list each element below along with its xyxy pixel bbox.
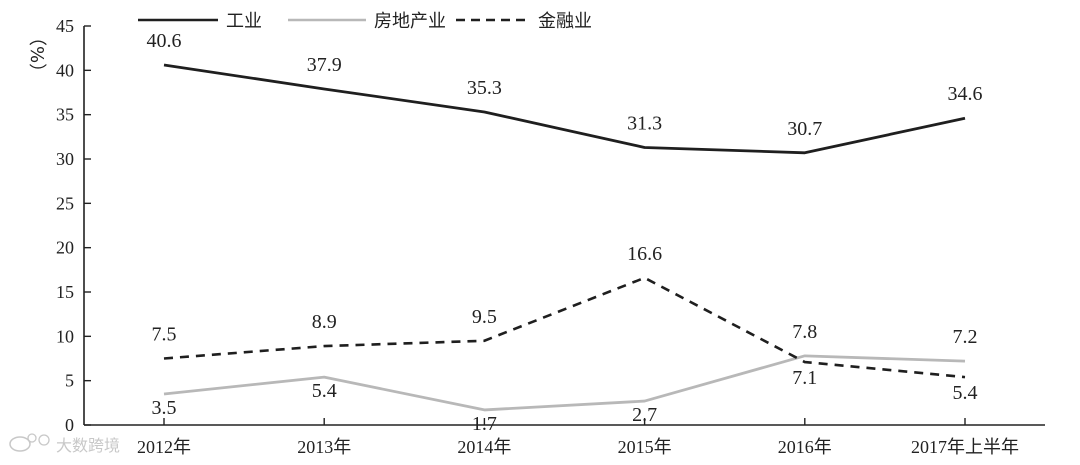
legend: 工业 房地产业 金融业	[138, 11, 592, 32]
series-1-data-label: 34.6	[948, 83, 983, 105]
series-2-data-label: 3.5	[152, 397, 177, 419]
y-axis-unit-label: （%）	[26, 28, 47, 81]
series-1-data-label: 37.9	[307, 54, 342, 76]
series-2-data-label: 7.8	[792, 321, 817, 343]
x-tick-label: 2013年	[297, 437, 351, 457]
x-tick-label: 2017年上半年	[911, 437, 1019, 457]
y-tick-label: 25	[56, 193, 74, 213]
y-tick-label: 30	[56, 149, 74, 169]
watermark: 大数跨境	[9, 433, 120, 455]
legend-label-1: 工业	[226, 11, 262, 32]
series-line-2	[163, 354, 966, 412]
series-2-data-label: 2.7	[632, 404, 657, 426]
legend-label-3: 金融业	[538, 11, 592, 32]
series-3-data-label: 7.1	[792, 367, 817, 389]
weibo-logo-icon	[9, 433, 50, 452]
series-3-data-label: 5.4	[953, 382, 978, 404]
legend-label-2: 房地产业	[374, 11, 446, 32]
y-tick-label: 0	[65, 415, 74, 435]
series-layer	[163, 63, 966, 412]
watermark-text: 大数跨境	[56, 436, 120, 455]
x-tick-label: 2015年	[618, 437, 672, 457]
series-1-data-label: 40.6	[147, 30, 182, 52]
y-tick-label: 20	[56, 238, 74, 258]
data-labels-layer: 40.6 37.9 35.3 31.3 30.7 34.6 3.5 5.4 1.7 2.7 7.8 7…	[147, 30, 983, 435]
x-tick-label: 2012年	[137, 437, 191, 457]
y-tick-label: 40	[56, 60, 74, 80]
y-tick-label: 5	[65, 371, 74, 391]
series-3-data-label: 16.6	[627, 243, 662, 265]
series-line-3	[163, 276, 966, 379]
x-tick-label: 2014年	[457, 437, 511, 457]
series-3-data-label: 8.9	[312, 311, 337, 333]
y-tick-label: 35	[56, 105, 74, 125]
y-tick-label: 45	[56, 16, 74, 36]
x-tick-label: 2016年	[778, 437, 832, 457]
series-3-data-label: 7.5	[152, 324, 177, 346]
series-line-1	[163, 63, 966, 155]
axes: 0 5 10 15 20 25 30 35 40 45 2012年 2013年 2014年 2015年 20…	[26, 16, 1045, 457]
series-3-data-label: 9.5	[472, 306, 497, 328]
y-tick-label: 10	[56, 326, 74, 346]
series-1-data-label: 30.7	[787, 118, 822, 140]
series-1-data-label: 31.3	[627, 112, 662, 134]
series-2-data-label: 5.4	[312, 380, 337, 402]
series-2-data-label: 1.7	[472, 413, 497, 435]
y-tick-label: 15	[56, 282, 74, 302]
series-1-data-label: 35.3	[467, 77, 502, 99]
series-2-data-label: 7.2	[953, 326, 978, 348]
